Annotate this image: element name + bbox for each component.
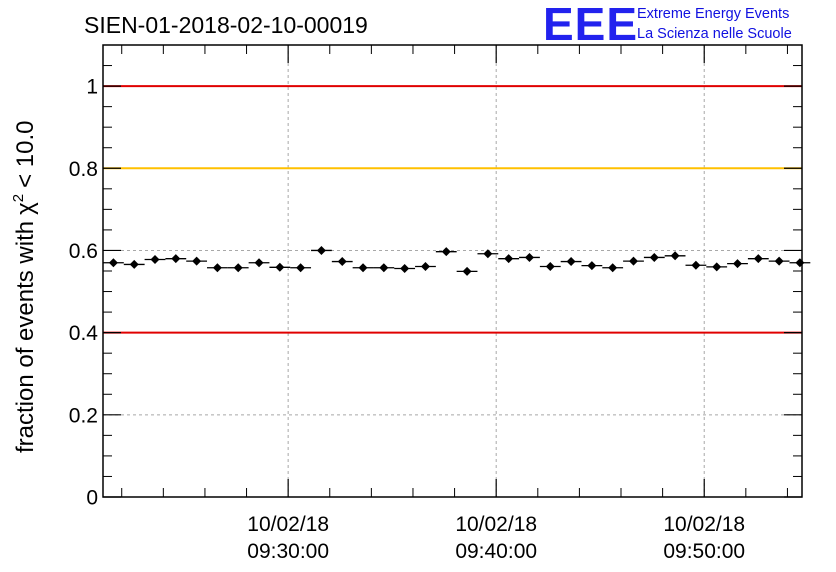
data-point [207, 263, 228, 273]
data-point [498, 254, 520, 264]
point-marker [400, 264, 410, 274]
y-tick-label: 0.4 [69, 322, 99, 345]
data-point [623, 256, 644, 266]
data-point [290, 263, 312, 273]
data-point [415, 261, 436, 271]
x-tick-label-time: 09:40:00 [455, 540, 537, 563]
point-marker [691, 260, 701, 270]
point-marker [337, 257, 347, 267]
point-marker [441, 247, 451, 257]
data-point [789, 258, 811, 268]
y-tick-label: 0.2 [69, 404, 98, 427]
data-point [186, 256, 208, 266]
data-point [477, 249, 499, 259]
data-point [685, 260, 707, 270]
x-tick-label-time: 09:30:00 [247, 540, 329, 563]
point-marker [212, 263, 222, 273]
data-point [311, 245, 332, 255]
chart-title: SIEN-01-2018-02-10-00019 [84, 12, 368, 38]
y-axis-label: fraction of events with χ2 < 10.0 [10, 121, 39, 453]
data-point [456, 266, 478, 276]
point-marker [753, 254, 763, 264]
y-axis-label-text: fraction of events with [12, 221, 39, 453]
data-point [435, 247, 457, 257]
point-marker [233, 263, 243, 273]
data-point [643, 252, 665, 262]
data-point [706, 262, 728, 272]
data-point [144, 254, 166, 264]
axis-ticks [103, 44, 802, 498]
data-point [103, 258, 124, 268]
point-marker [628, 256, 638, 266]
y-tick-label: 0.8 [69, 158, 98, 181]
data-point [519, 252, 540, 262]
point-marker [316, 245, 326, 255]
point-marker [545, 261, 555, 271]
y-axis-label-chi: χ [12, 202, 39, 215]
point-marker [379, 263, 389, 273]
y-tick-label: 0.6 [69, 240, 98, 263]
point-marker [150, 254, 160, 264]
data-point [394, 264, 416, 274]
eee-logo-line1: Extreme Energy Events [637, 6, 789, 22]
eee-logo-line2: La Scienza nelle Scuole [637, 26, 792, 42]
y-axis-label-exponent: 2 [10, 194, 27, 202]
data-point [123, 259, 145, 269]
data-point [539, 261, 561, 271]
plot-frame [102, 44, 803, 498]
grid-lines [103, 45, 802, 497]
data-point [227, 263, 249, 273]
point-marker [587, 261, 597, 271]
point-marker [733, 259, 743, 269]
point-marker [608, 263, 618, 273]
data-point [269, 262, 291, 272]
point-marker [566, 257, 576, 267]
point-marker [524, 252, 534, 262]
point-marker [275, 262, 285, 272]
point-marker [462, 266, 472, 276]
point-marker [358, 263, 368, 273]
eee-logo-mark: EEE [543, 0, 638, 50]
data-point [165, 254, 187, 264]
data-points [103, 245, 811, 276]
reference-lines [103, 85, 802, 334]
y-axis-label-threshold: < 10.0 [12, 121, 39, 188]
data-point [602, 263, 624, 273]
point-marker [296, 263, 306, 273]
x-tick-label-time: 09:50:00 [663, 540, 745, 563]
eee-logo: EEE Extreme Energy Events La Scienza nel… [543, 0, 792, 50]
data-point [373, 263, 395, 273]
point-marker [192, 256, 202, 266]
point-marker [649, 252, 659, 262]
y-tick-labels: 0 0.2 0.4 0.6 0.8 1 [69, 76, 99, 510]
x-tick-label-date: 10/02/18 [247, 513, 329, 536]
point-marker [420, 261, 430, 271]
x-tick-label-date: 10/02/18 [663, 513, 745, 536]
y-tick-label: 0 [86, 487, 98, 510]
y-tick-label: 1 [86, 76, 98, 99]
data-point [248, 258, 270, 268]
point-marker [670, 251, 680, 261]
data-point [352, 263, 374, 273]
point-marker [129, 259, 139, 269]
point-marker [795, 258, 805, 268]
data-point [331, 257, 353, 267]
data-point [768, 256, 790, 266]
x-tick-labels: 10/02/18 09:30:00 10/02/18 09:40:00 10/02/18… [247, 513, 745, 563]
point-marker [483, 249, 493, 259]
point-marker [171, 254, 181, 264]
data-point [747, 254, 769, 264]
point-marker [712, 262, 722, 272]
point-marker [108, 258, 118, 268]
point-marker [774, 256, 784, 266]
x-tick-label-date: 10/02/18 [455, 513, 537, 536]
data-point [727, 259, 748, 269]
data-point [664, 251, 686, 261]
point-marker [254, 258, 264, 268]
data-point [581, 261, 603, 271]
data-point [560, 257, 582, 267]
point-marker [504, 254, 514, 264]
